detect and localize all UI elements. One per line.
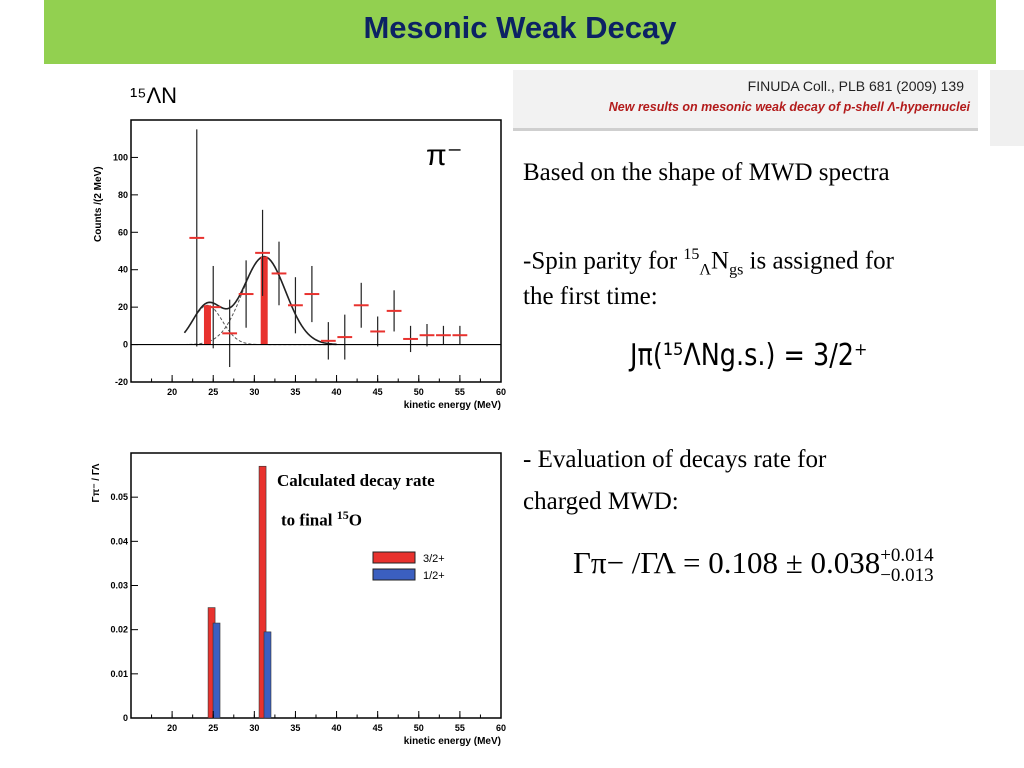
y-tick-label: 0.05	[110, 492, 128, 502]
decay-rate-legend: 3/2+ 1/2+	[372, 551, 445, 582]
decay-rate-bars	[207, 465, 272, 719]
x-tick-label: 60	[496, 387, 506, 397]
x-tick-label: 55	[455, 723, 465, 733]
spectrum-chart: ¹⁵ΛN 20 25 30 35 40 45 50 55 60 -20 0 20 40 60 80 100 π…	[93, 83, 506, 411]
legend-label-3-2: 3/2+	[423, 553, 445, 565]
spin-mass: 15	[683, 246, 700, 263]
ratio-errors: +0.014 −0.013	[880, 544, 934, 586]
annotation-mass: 15	[336, 508, 349, 522]
fit-bars	[203, 256, 268, 345]
x-tick-label: 25	[208, 723, 218, 733]
x-tick-label: 30	[249, 387, 259, 397]
ratio-up: +0.014	[880, 544, 934, 566]
x-tick-label: 20	[167, 387, 177, 397]
y-tick-label: 40	[118, 265, 128, 275]
decay-rate-ylabel: Γπ⁻ / ΓΛ	[91, 463, 102, 502]
y-tick-label: 0.02	[110, 625, 128, 635]
y-tick-label: -20	[115, 377, 128, 387]
x-tick-label: 25	[208, 387, 218, 397]
x-tick-label: 45	[373, 723, 383, 733]
spin-suffix: is assigned for	[743, 247, 894, 275]
slide-title: Mesonic Weak Decay	[363, 10, 677, 45]
y-tick-label: 0	[123, 340, 128, 350]
reference-citation: FINUDA Coll., PLB 681 (2009) 139	[747, 78, 964, 94]
y-tick-label: 100	[113, 152, 128, 162]
decay-rate-chart: 20 25 30 35 40 45 50 55 6000.010.020.030.040.05 …	[91, 452, 506, 747]
bar-1-2	[212, 622, 221, 719]
decay-rate-xlabel: kinetic energy (MeV)	[404, 736, 501, 747]
legend-swatch-1-2	[372, 568, 416, 581]
x-tick-label: 30	[249, 723, 259, 733]
jpi-formula: Jπ(¹⁵ΛNg.s.) = 3/2⁺	[630, 338, 868, 373]
spectrum-bar	[203, 305, 211, 345]
decay-rate-axes: 20 25 30 35 40 45 50 55 60 0 0.01 0.02 0.03 0.04 0.05	[110, 492, 506, 733]
decay-rate-frame	[130, 452, 502, 719]
ratio-lhs: Γπ− /ΓΛ	[573, 545, 676, 580]
spectrum-bar	[260, 256, 268, 345]
x-tick-label: 40	[332, 387, 342, 397]
spectrum-xlabel: kinetic energy (MeV)	[404, 400, 501, 411]
spectrum-axes: 20 25 30 35 40 45 50 55 60 -20 0 20 40 60 80 100	[113, 152, 506, 397]
ratio-formula: Γπ− /ΓΛ = 0.108 ± 0.038+0.014 −0.013	[573, 545, 934, 586]
spin-lambda: Λ	[699, 261, 711, 279]
bar-1-2	[263, 631, 272, 719]
y-tick-label: 60	[118, 227, 128, 237]
reference-shadow	[990, 70, 1024, 146]
y-tick-label: 0.04	[110, 536, 128, 546]
annotation-element: O	[348, 510, 362, 530]
y-tick-label: 0.03	[110, 581, 128, 591]
legend-label-1-2: 1/2+	[423, 570, 445, 582]
x-tick-label: 35	[290, 387, 300, 397]
x-tick-label: 60	[496, 723, 506, 733]
x-tick-label: 35	[290, 723, 300, 733]
text-evaluation: - Evaluation of decays rate for	[523, 446, 827, 473]
y-tick-label: 80	[118, 190, 128, 200]
bar-3-2	[258, 465, 267, 719]
x-tick-label: 50	[414, 723, 424, 733]
x-tick-label: 20	[167, 723, 177, 733]
ratio-value: = 0.108 ± 0.038	[682, 545, 881, 580]
y-tick-label: 0	[123, 713, 128, 723]
annotation-line1: Calculated decay rate	[277, 471, 435, 490]
reference-clipping: FINUDA Coll., PLB 681 (2009) 139 New res…	[513, 70, 978, 131]
ratio-down: −0.013	[880, 564, 934, 586]
y-tick-label: 0.01	[110, 669, 128, 679]
fit-total-curve	[183, 255, 337, 346]
spin-gs: gs	[729, 261, 744, 279]
particle-label: π⁻	[426, 139, 463, 172]
annotation-prefix: to final	[281, 510, 337, 530]
spectrum-ylabel: Counts /(2 MeV)	[93, 166, 104, 242]
spectrum-frame	[130, 119, 502, 383]
title-bar: Mesonic Weak Decay	[44, 0, 996, 64]
legend-swatch-3-2	[372, 551, 416, 564]
spin-prefix: -Spin parity for	[523, 247, 684, 275]
text-charged-mwd: charged MWD:	[523, 488, 679, 515]
data-points	[189, 129, 468, 368]
text-line-shape: Based on the shape of MWD spectra	[523, 159, 890, 186]
annotation-line2: to final 15O	[281, 508, 362, 531]
hypernucleus-label: ¹⁵ΛN	[130, 83, 177, 108]
spin-element: N	[711, 247, 730, 275]
x-tick-label: 55	[455, 387, 465, 397]
reference-paper-title: New results on mesonic weak decay of p-s…	[608, 100, 970, 114]
y-tick-label: 20	[118, 302, 128, 312]
x-tick-label: 50	[414, 387, 424, 397]
x-tick-label: 45	[373, 387, 383, 397]
text-spin-parity: -Spin parity for 15ΛNgs is assigned for	[523, 238, 894, 287]
text-first-time: the first time:	[523, 283, 658, 310]
x-tick-label: 40	[332, 723, 342, 733]
